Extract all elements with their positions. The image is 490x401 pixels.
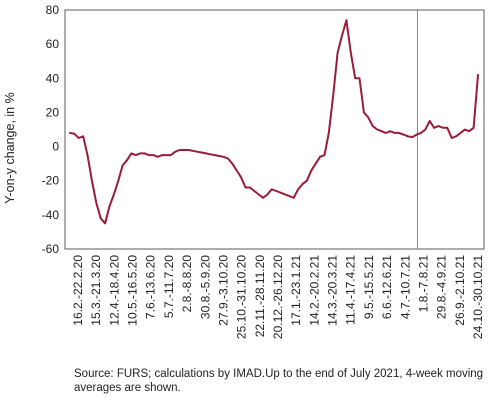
y-tick-label: 60	[46, 37, 60, 51]
y-tick-label: 40	[46, 71, 60, 85]
x-tick-label: 14.3.-20.3.21	[326, 255, 340, 326]
y-tick-label: 20	[46, 105, 60, 119]
y-axis-ticks: 80 60 40 20 0 -20 -40 -60	[42, 3, 60, 256]
x-tick-label: 14.2.-20.2.21	[307, 255, 321, 326]
x-tick-label: 24.10.-30.10.21	[471, 255, 485, 339]
series-line	[69, 19, 479, 225]
x-axis-ticks: 16.2.-22.2.20 15.3.-21.3.20 12.4.-18.4.20 1…	[71, 255, 485, 339]
x-tick-label: 12.4.-18.4.20	[107, 255, 121, 326]
x-tick-label: 29.8.-4.9.21	[435, 255, 449, 319]
y-axis-label: Y-on-y change, in %	[3, 92, 17, 203]
y-tick-label: -20	[42, 174, 60, 188]
x-tick-label: 17.1.-23.1.21	[289, 255, 303, 326]
x-tick-label: 2.8.-8.8.20	[180, 255, 194, 313]
y-tick-label: 80	[46, 3, 60, 17]
x-tick-label: 30.8.-5.9.20	[198, 255, 212, 319]
x-tick-label: 25.10.-31.10.20	[235, 255, 249, 339]
x-tick-label: 11.4.-17.4.21	[344, 255, 358, 325]
x-tick-label: 26.9.-2.10.21	[453, 255, 467, 326]
x-tick-label: 20.12.-26.12.20	[271, 255, 285, 339]
x-tick-label: 7.6.-13.6.20	[144, 255, 158, 319]
x-tick-label: 1.8.-7.8.21	[417, 255, 431, 313]
y-tick-label: -40	[42, 208, 60, 222]
x-tick-label: 27.9.-3.10.20	[217, 255, 231, 326]
y-tick-label: 0	[52, 140, 59, 154]
x-tick-label: 16.2.-22.2.20	[71, 255, 85, 326]
x-tick-label: 22.11.-28.11.20	[253, 255, 267, 338]
source-note: Source: FURS; calculations by IMAD.Up to…	[74, 368, 484, 394]
x-tick-label: 6.6.-12.6.21	[380, 255, 394, 319]
x-tick-label: 10.5.-16.5.20	[126, 255, 140, 326]
y-tick-label: -60	[42, 242, 60, 256]
x-tick-label: 15.3.-21.3.20	[89, 255, 103, 326]
plot-frame	[64, 9, 485, 250]
x-tick-label: 9.5.-15.5.21	[362, 255, 376, 319]
x-tick-label: 4.7.-10.7.21	[398, 255, 412, 319]
x-tick-label: 5.7.-11.7.20	[162, 255, 176, 318]
